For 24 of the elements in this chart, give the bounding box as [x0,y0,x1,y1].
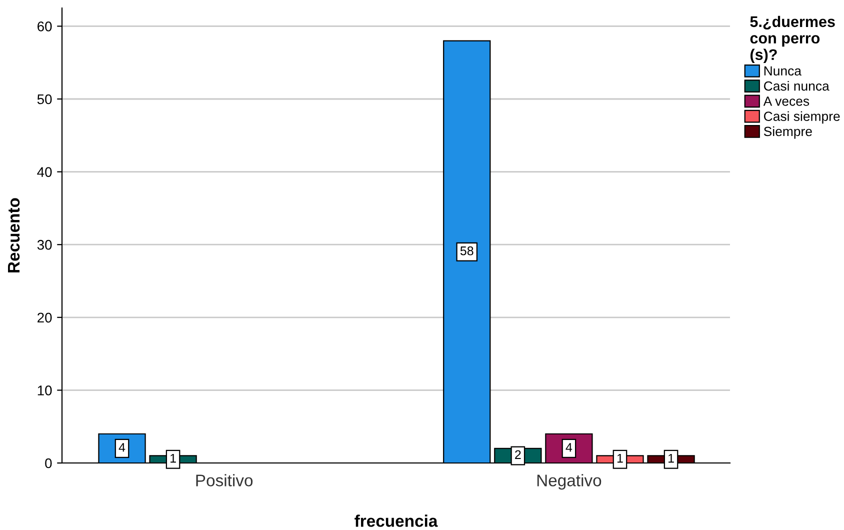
y-tick-label: 40 [37,167,52,177]
y-tick-label: 30 [37,240,52,250]
legend-label: Casi nunca [764,81,830,91]
x-tick-label: Negativo [537,474,602,490]
y-tick-label: 10 [38,386,52,396]
data-label: 4 [566,443,572,452]
legend-title: 5.¿duermes con perro (s)? [750,16,835,64]
y-axis-title: Recuento [8,198,20,272]
data-label: 1 [668,454,674,463]
y-tick-label: 50 [37,94,52,104]
x-axis-title: frecuencia [354,514,438,527]
data-label: 2 [515,450,521,459]
y-tick-label: 0 [45,458,52,468]
data-label: 1 [170,454,176,463]
legend-label: Siempre [764,126,812,139]
legend-label: Nunca [764,66,802,76]
y-tick-label: 60 [38,22,52,32]
x-tick-label: Positivo [196,474,253,486]
legend-label: A veces [763,96,810,106]
legend-label: Casi siempre [764,111,840,124]
data-label: 1 [617,454,623,463]
data-label: 58 [460,246,474,256]
data-label: 4 [118,443,126,452]
y-tick-label: 20 [38,312,52,323]
